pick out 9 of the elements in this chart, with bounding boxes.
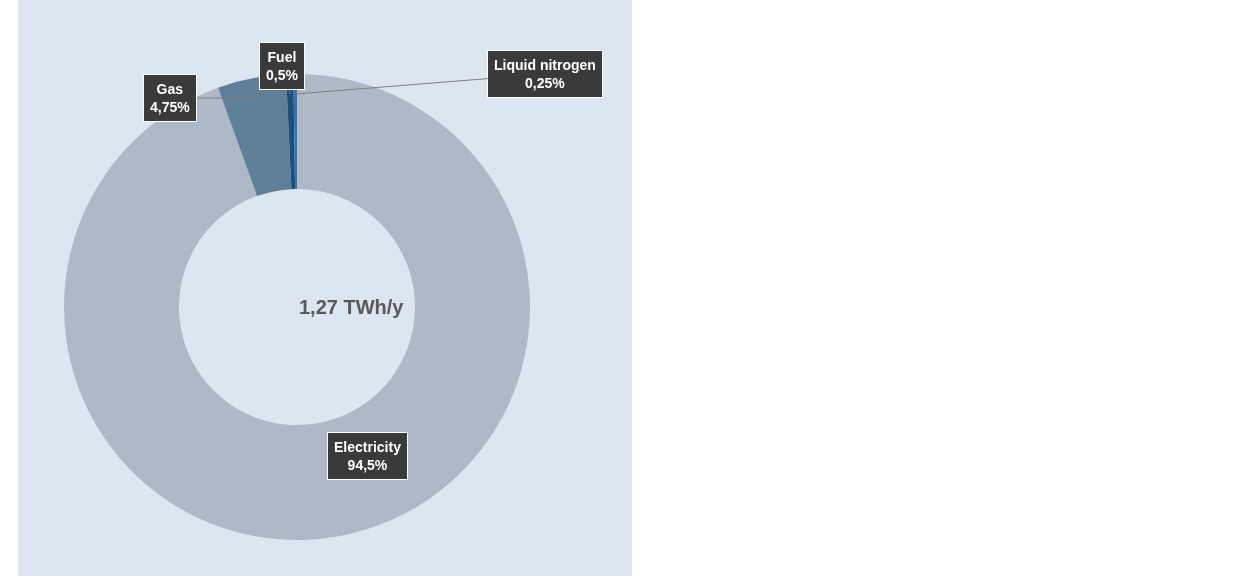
data-label: 4,75% [150,99,191,116]
slice-label: Fuel [267,49,297,65]
slice-label: Gas [156,81,184,97]
data-label: 0,25% [525,75,566,92]
data-label: 0,5% [266,67,299,84]
text: 1,27 TWh/y [299,296,405,318]
slice-label: Electricity [334,439,402,455]
data-label: 94,5% [347,457,388,474]
slice-label: Liquid nitrogen [494,57,596,73]
